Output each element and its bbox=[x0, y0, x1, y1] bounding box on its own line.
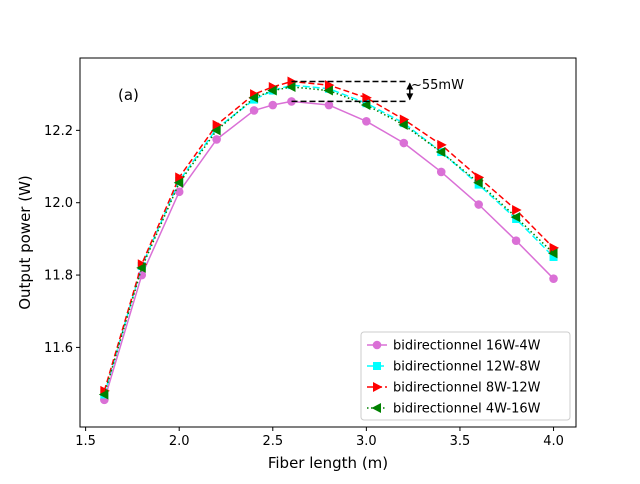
data-point bbox=[510, 212, 521, 223]
legend-marker bbox=[373, 382, 383, 392]
panel-label: (a) bbox=[118, 86, 139, 104]
data-point bbox=[474, 200, 483, 209]
x-axis-label: Fiber length (m) bbox=[268, 454, 388, 472]
data-point bbox=[512, 204, 522, 215]
legend-marker bbox=[371, 403, 381, 413]
legend-marker bbox=[373, 362, 381, 370]
x-tick-label: 4.0 bbox=[543, 434, 564, 449]
y-axis-label: Output power (W) bbox=[16, 175, 34, 310]
data-point bbox=[249, 106, 259, 115]
data-point bbox=[174, 187, 184, 197]
legend-label: bidirectionnel 12W-8W bbox=[393, 360, 541, 375]
data-point bbox=[399, 138, 409, 148]
legend-label: bidirectionnel 16W-4W bbox=[393, 339, 541, 354]
x-tick-label: 3.5 bbox=[450, 434, 471, 449]
legend-label: bidirectionnel 8W-12W bbox=[393, 381, 541, 396]
x-tick-label: 2.5 bbox=[262, 434, 283, 449]
y-tick-label: 12.2 bbox=[44, 124, 73, 139]
y-tick-label: 11.6 bbox=[44, 341, 73, 356]
data-point bbox=[437, 139, 447, 150]
data-point bbox=[136, 262, 146, 273]
legend-item: bidirectionnel 16W-4W bbox=[367, 339, 541, 354]
series-line bbox=[103, 100, 555, 401]
series-4 bbox=[98, 81, 558, 400]
data-point bbox=[549, 252, 558, 261]
legend-marker bbox=[372, 340, 382, 350]
y-tick-label: 11.8 bbox=[44, 269, 73, 284]
x-tick-label: 2.0 bbox=[169, 434, 190, 449]
data-point bbox=[267, 85, 277, 96]
series-line bbox=[103, 86, 555, 395]
data-point bbox=[175, 172, 185, 183]
data-point bbox=[360, 100, 371, 111]
data-point bbox=[286, 81, 296, 92]
annotation-delta-label: ~55mW bbox=[411, 78, 464, 93]
data-point bbox=[398, 119, 408, 130]
y-tick-label: 12.0 bbox=[44, 196, 73, 211]
annotation-layer bbox=[291, 80, 414, 103]
plot-frame bbox=[79, 57, 577, 428]
data-point bbox=[362, 92, 372, 103]
data-point bbox=[212, 135, 221, 144]
legend: bidirectionnel 16W-4W bidirectionnel 12W-… bbox=[360, 331, 571, 421]
data-point bbox=[211, 125, 221, 136]
annotation-arrow-head-down bbox=[406, 93, 414, 101]
annotation-arrow-head-up bbox=[406, 82, 414, 90]
data-point bbox=[549, 242, 560, 253]
series-line bbox=[103, 80, 555, 392]
data-point bbox=[324, 80, 335, 91]
series-1 bbox=[100, 97, 558, 405]
data-point bbox=[248, 92, 259, 103]
data-point bbox=[435, 147, 446, 158]
data-point bbox=[511, 236, 521, 245]
data-point bbox=[549, 274, 558, 283]
legend-item: bidirectionnel 8W-12W bbox=[367, 381, 541, 396]
data-point bbox=[399, 114, 410, 125]
axes-layer: 1.5 2.0 2.5 3.0 3.5 4.0 11.6 11.8 12.0 12.2 bbox=[44, 124, 564, 449]
legend-item: bidirectionnel 12W-8W bbox=[367, 360, 541, 375]
x-tick-label: 1.5 bbox=[75, 434, 96, 449]
data-point bbox=[474, 172, 485, 183]
data-point bbox=[324, 100, 334, 110]
data-point bbox=[436, 167, 446, 177]
data-point bbox=[473, 177, 483, 188]
data-point bbox=[173, 177, 184, 188]
data-point bbox=[362, 117, 371, 126]
data-point bbox=[98, 389, 109, 400]
data-point bbox=[548, 248, 558, 259]
plot-layer bbox=[98, 76, 560, 405]
legend-item: bidirectionnel 4W-16W bbox=[367, 402, 541, 417]
data-point bbox=[212, 119, 223, 130]
data-point bbox=[323, 85, 333, 96]
data-point bbox=[268, 100, 278, 110]
legend-box bbox=[360, 331, 571, 421]
legend-label: bidirectionnel 4W-16W bbox=[393, 402, 541, 417]
x-tick-label: 3.0 bbox=[356, 434, 377, 449]
